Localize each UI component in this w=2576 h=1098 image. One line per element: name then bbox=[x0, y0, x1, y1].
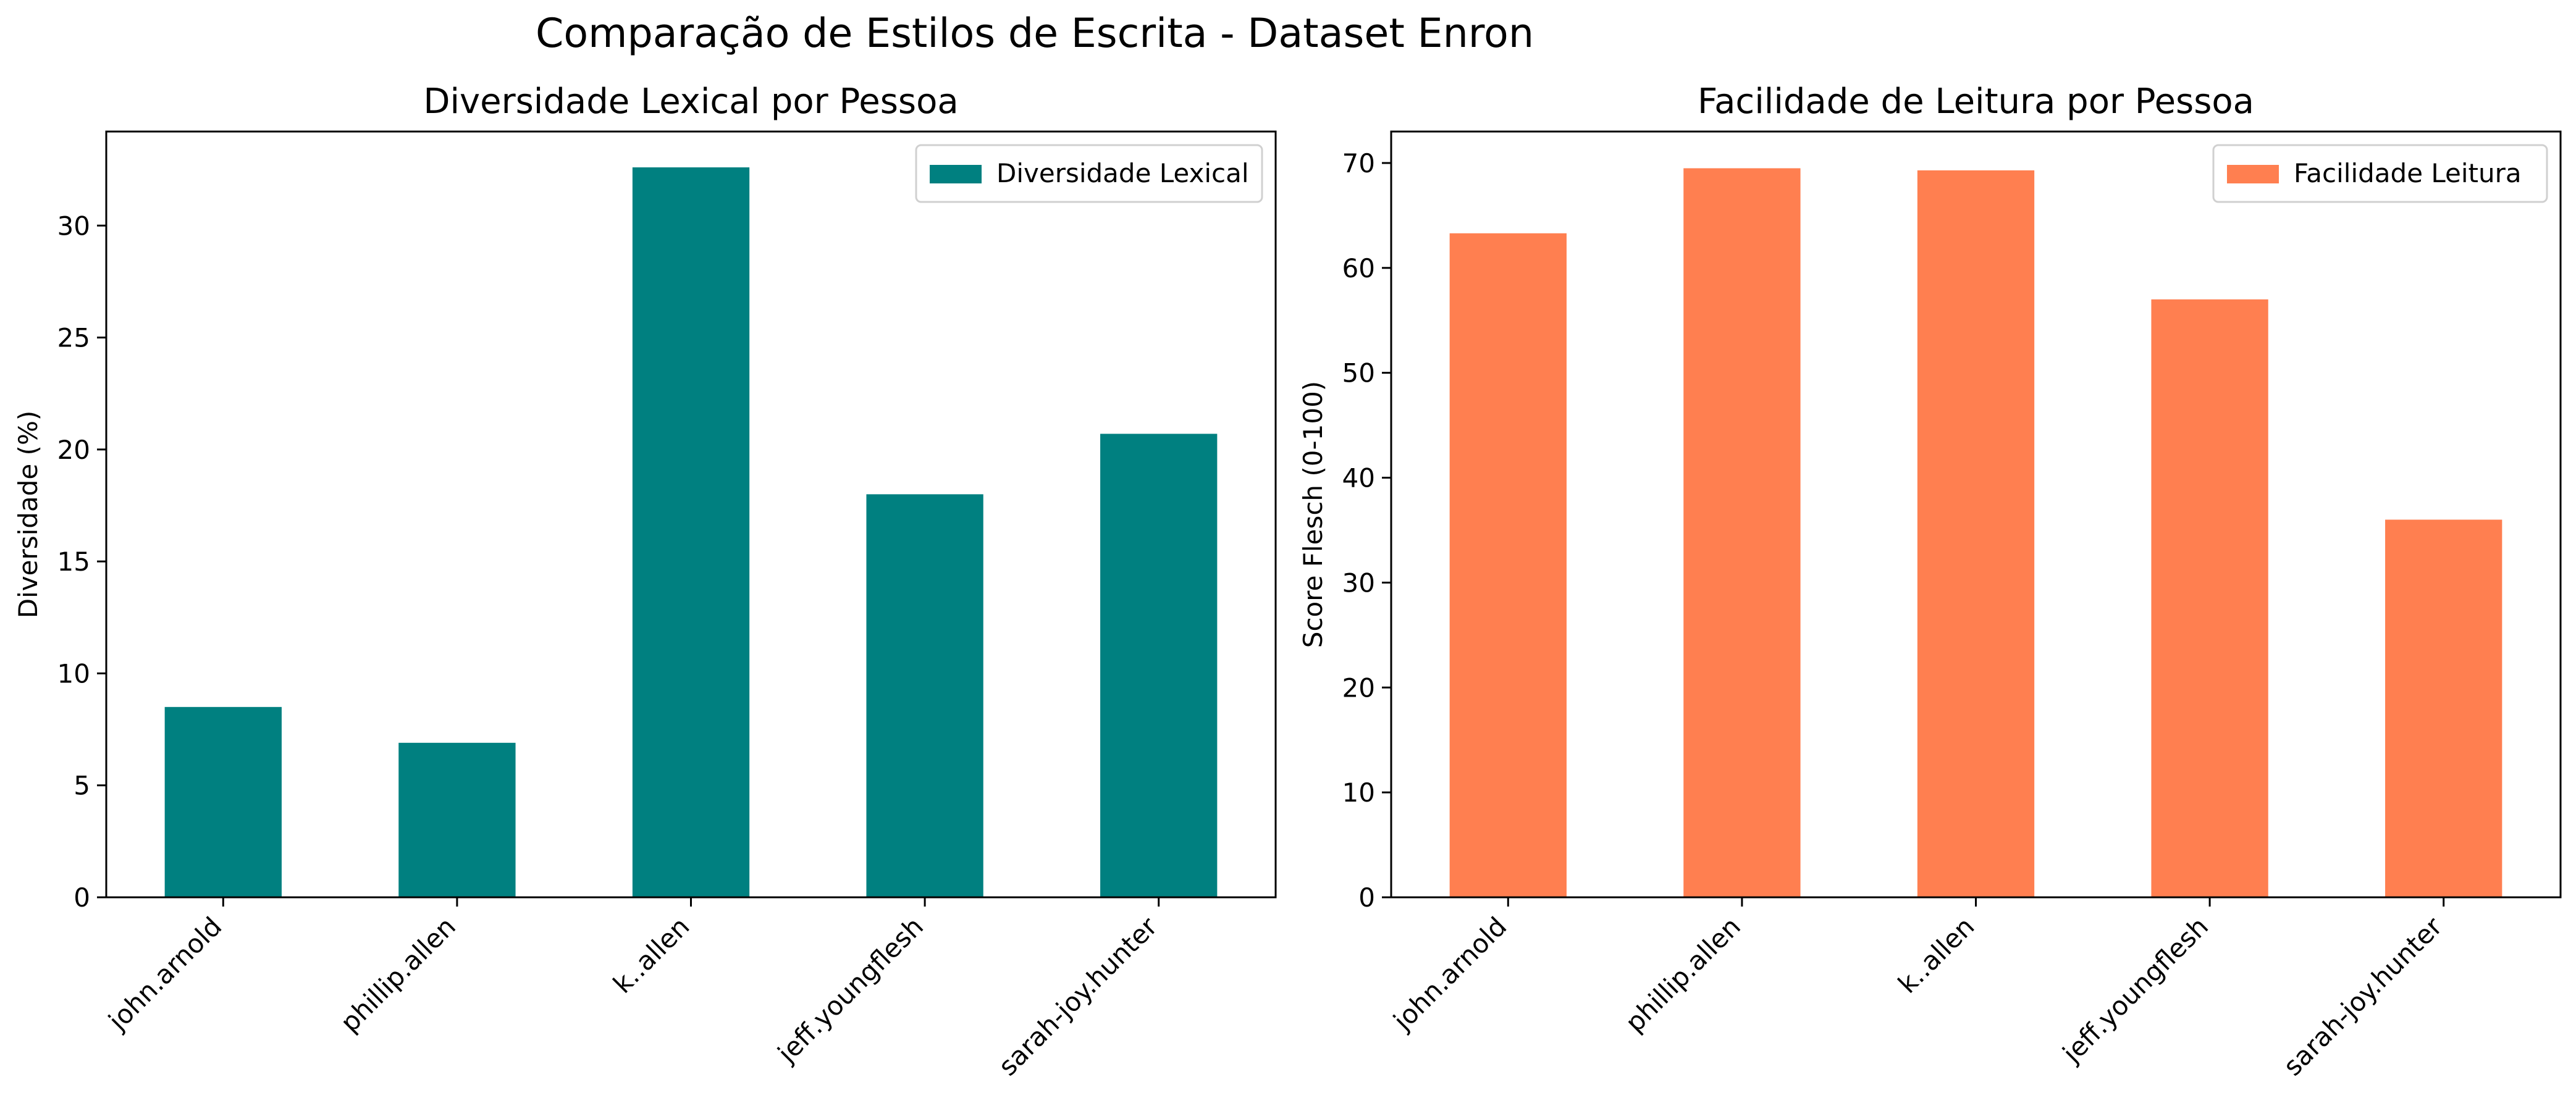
x-tick-label: john.arnold bbox=[1387, 911, 1513, 1036]
bar-k-allen bbox=[1917, 170, 2035, 897]
y-tick-label: 5 bbox=[74, 771, 90, 801]
y-axis-label: Diversidade (%) bbox=[13, 411, 43, 618]
figure-title: Comparação de Estilos de Escrita - Datas… bbox=[536, 10, 1534, 57]
y-tick-label: 0 bbox=[74, 882, 90, 913]
x-tick-label: k..allen bbox=[1892, 911, 1980, 999]
y-tick-label: 30 bbox=[57, 211, 90, 241]
y-axis-label: Score Flesch (0-100) bbox=[1298, 381, 1328, 648]
y-tick-label: 70 bbox=[1342, 148, 1375, 178]
bar-john-arnold bbox=[1449, 233, 1567, 898]
x-tick-label: k..allen bbox=[607, 911, 696, 999]
legend-label: Facilidade Leitura bbox=[2294, 158, 2522, 188]
x-tick-label: phillip.allen bbox=[1620, 911, 1746, 1037]
legend-swatch bbox=[2227, 165, 2279, 183]
x-tick-label: jeff.youngflesh bbox=[772, 911, 929, 1068]
bar-jeff-youngflesh bbox=[866, 494, 983, 897]
chart-title: Facilidade de Leitura por Pessoa bbox=[1698, 82, 2254, 122]
y-tick-label: 15 bbox=[57, 547, 90, 577]
legend-box bbox=[915, 144, 1263, 203]
y-tick-label: 20 bbox=[57, 435, 90, 465]
y-tick-label: 10 bbox=[57, 658, 90, 689]
x-tick-label: sarah-joy.hunter bbox=[993, 911, 1164, 1082]
x-tick-label: sarah-joy.hunter bbox=[2278, 911, 2449, 1082]
bar-k-allen bbox=[632, 167, 750, 897]
y-tick-label: 20 bbox=[1342, 673, 1375, 703]
bar-sarah-joy-hunter bbox=[1100, 434, 1218, 897]
chart-title: Diversidade Lexical por Pessoa bbox=[423, 82, 958, 122]
y-tick-label: 40 bbox=[1342, 463, 1375, 493]
chart-panel-lexical-diversity: Diversidade Lexical por Pessoa 0 5 10 15 20 25… bbox=[13, 82, 1277, 1082]
legend-swatch bbox=[930, 165, 982, 183]
bar-phillip-allen bbox=[1683, 168, 1801, 898]
y-tick-label: 30 bbox=[1342, 568, 1375, 598]
y-tick-label: 10 bbox=[1342, 777, 1375, 808]
y-tick-label: 50 bbox=[1342, 358, 1375, 388]
bar-sarah-joy-hunter bbox=[2385, 519, 2502, 897]
bar-phillip-allen bbox=[398, 742, 516, 897]
x-tick-label: phillip.allen bbox=[335, 911, 461, 1037]
y-tick-label: 25 bbox=[57, 323, 90, 353]
x-tick-label: jeff.youngflesh bbox=[2056, 911, 2214, 1068]
bar-jeff-youngflesh bbox=[2151, 299, 2268, 897]
y-tick-label: 0 bbox=[1358, 882, 1375, 913]
bar-john-arnold bbox=[164, 706, 282, 897]
legend-label: Diversidade Lexical bbox=[996, 158, 1249, 188]
x-tick-label: john.arnold bbox=[103, 911, 228, 1036]
legend-box bbox=[2212, 144, 2548, 203]
y-tick-label: 60 bbox=[1342, 253, 1375, 283]
chart-panel-reading-ease: Facilidade de Leitura por Pessoa 0 10 20 30 4… bbox=[1298, 82, 2562, 1082]
